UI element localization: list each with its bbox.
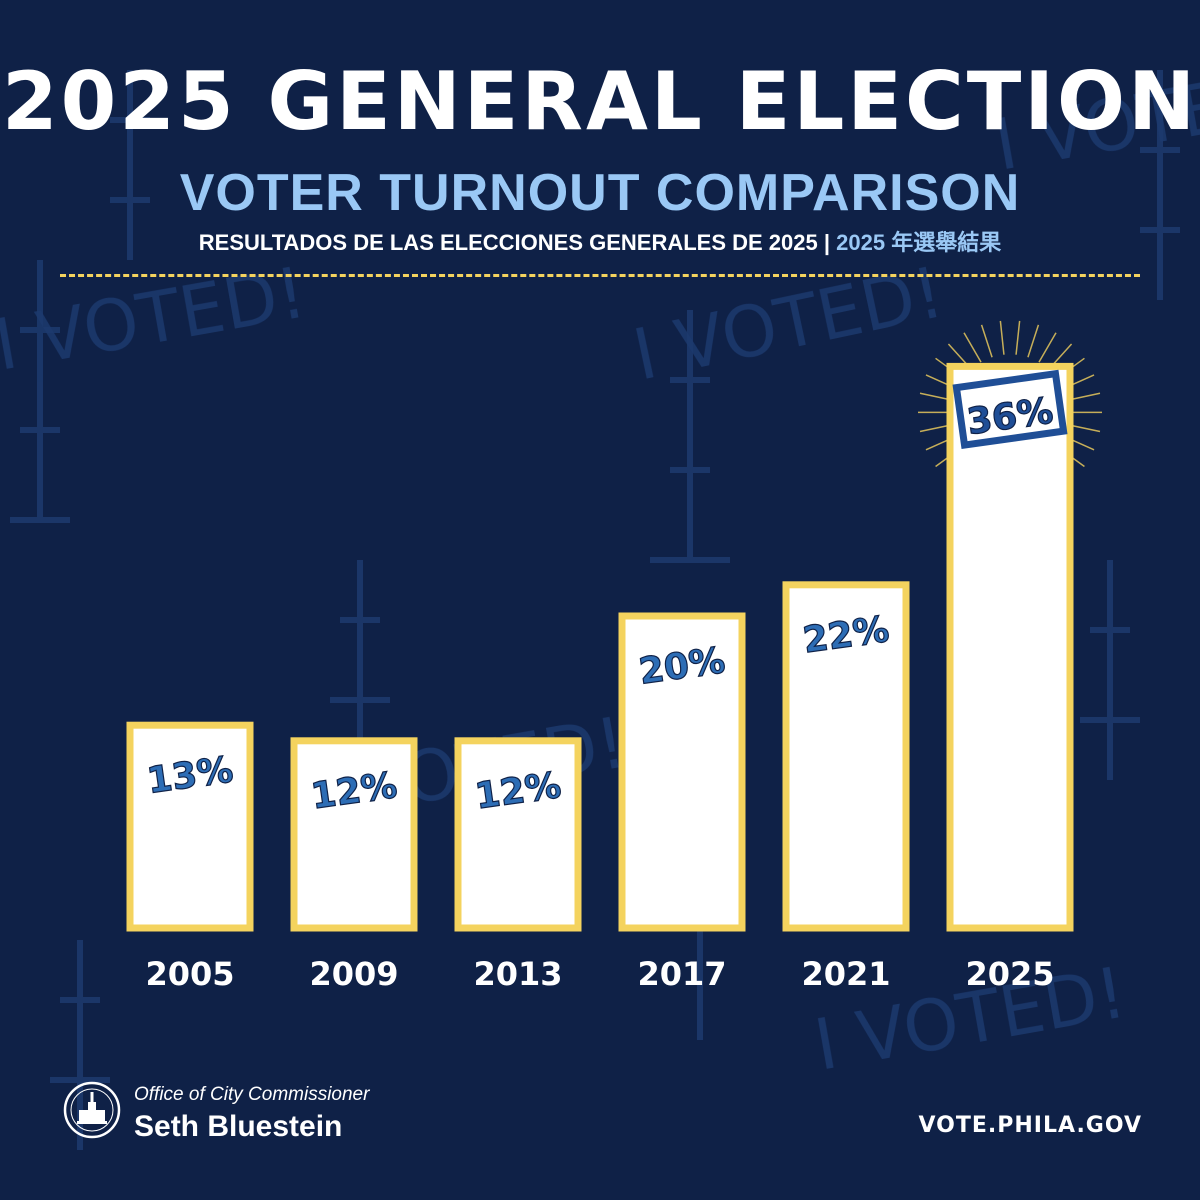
dashed-divider (60, 274, 1140, 277)
chart-title: 2025 GENERAL ELECTION (1, 55, 1199, 148)
burst-ray (980, 324, 993, 358)
chinese-title: 2025 年選舉結果 (836, 230, 1002, 255)
highlight-label-box (952, 369, 1068, 450)
bar-2025 (946, 362, 1074, 932)
tick-label-2013: 2013 (473, 955, 562, 993)
bar-2021 (782, 581, 910, 932)
bar-2017 (618, 612, 746, 932)
tick-label-2021: 2021 (801, 955, 890, 993)
burst-ray (1015, 320, 1021, 355)
chart-subtitle: VOTER TURNOUT COMPARISON (179, 164, 1021, 222)
burst-ray (1027, 324, 1040, 358)
footer-website-link[interactable]: VOTE.PHILA.GOV (918, 1113, 1142, 1138)
spanish-title: RESULTADOS DE LAS ELECCIONES GENERALES D… (198, 230, 837, 255)
bar-2005 (126, 721, 254, 932)
footer-office: Office of City Commissioner (134, 1084, 370, 1105)
city-commissioner-seal-icon (63, 1081, 121, 1139)
tick-label-2017: 2017 (637, 955, 726, 993)
tick-label-2005: 2005 (145, 955, 234, 993)
bar-2009 (290, 737, 418, 932)
footer-commissioner-name: Seth Bluestein (134, 1110, 343, 1143)
translated-titles: RESULTADOS DE LAS ELECCIONES GENERALES D… (0, 226, 1200, 260)
tick-label-2009: 2009 (309, 955, 398, 993)
burst-ray (999, 320, 1005, 355)
tick-label-2025: 2025 (965, 955, 1054, 993)
bar-2013 (454, 737, 582, 932)
burst-ray (963, 332, 982, 363)
burst-ray (1038, 332, 1057, 363)
